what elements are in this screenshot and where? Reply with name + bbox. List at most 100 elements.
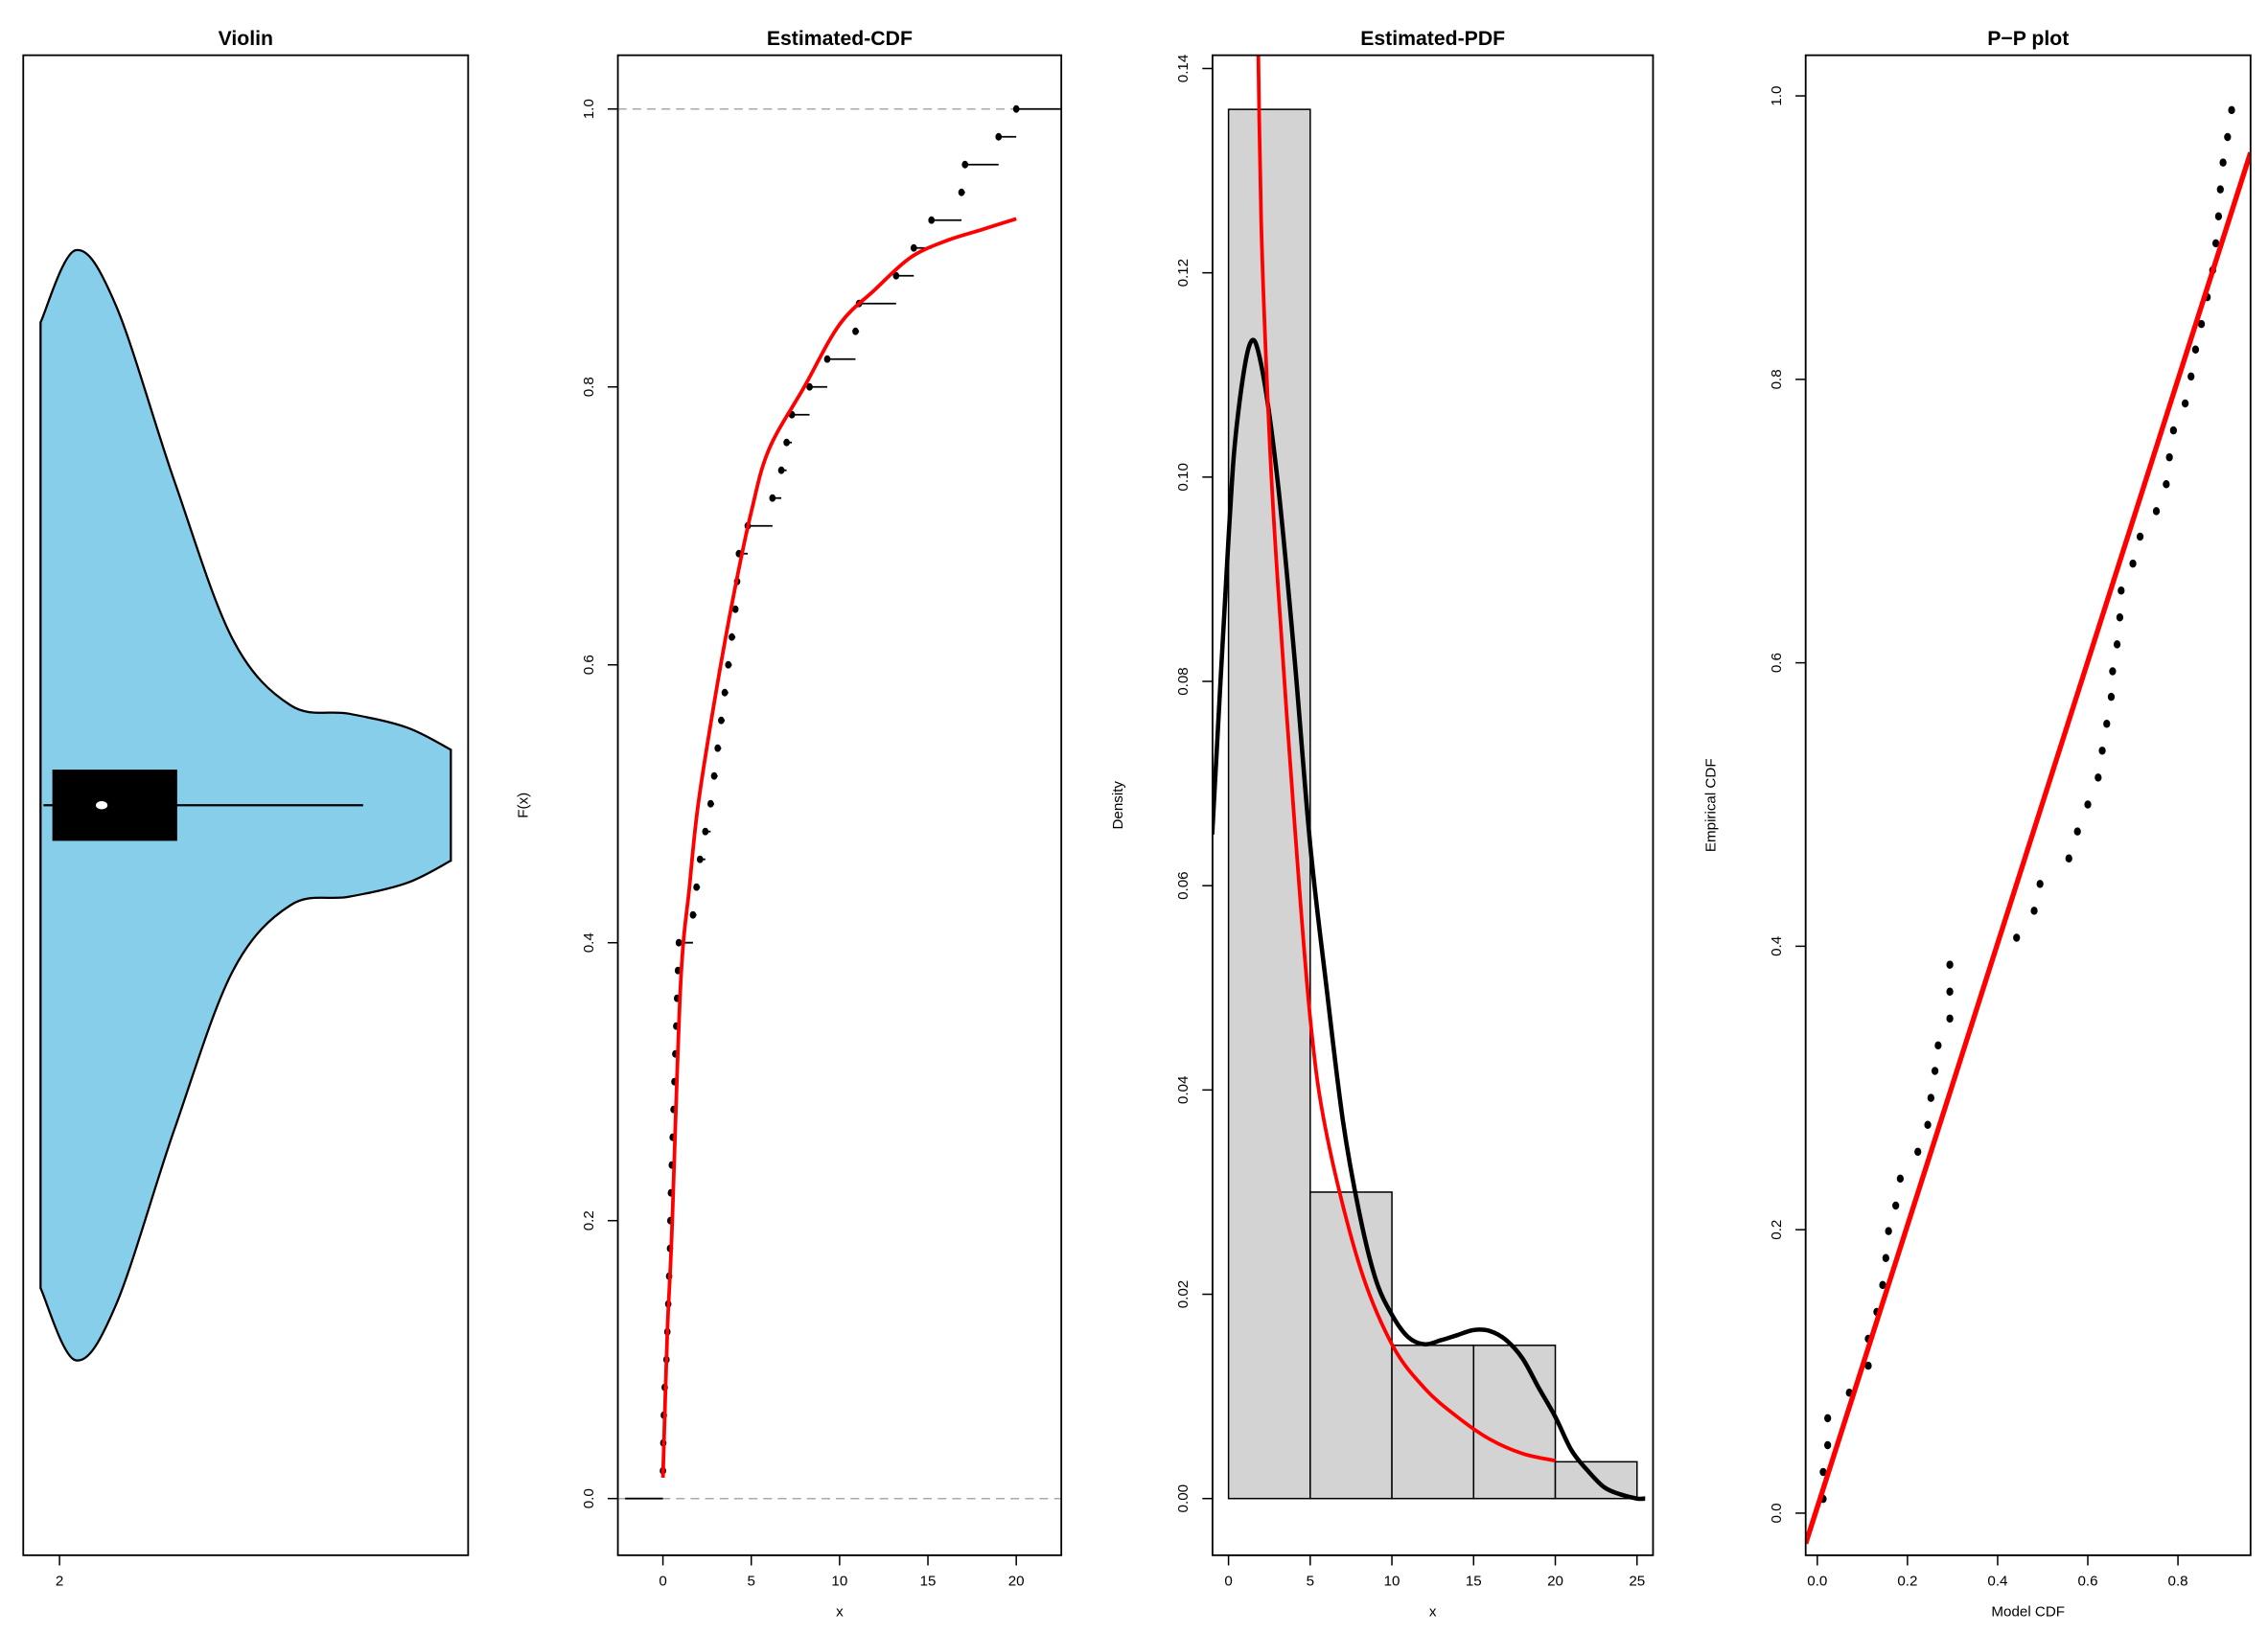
pp-point [2211, 239, 2220, 248]
pp-point [2118, 586, 2125, 595]
y-tick-label: 0.8 [581, 377, 597, 397]
y-axis-label: Density [1110, 781, 1126, 830]
plot-area [617, 104, 1062, 1500]
y-tick-label: 0.4 [581, 932, 597, 953]
ecdf-point [718, 716, 725, 724]
y-tick-label: 0.14 [1175, 55, 1192, 83]
y-tick-label: 0.8 [1769, 369, 1785, 389]
pp-point [2165, 452, 2173, 462]
x-tick-label: 10 [831, 1574, 847, 1590]
panel-frame [1211, 54, 1655, 1556]
fitted-pdf [1256, 55, 1556, 1463]
plot-area [1805, 105, 2251, 1545]
pp-point [1892, 1201, 1900, 1210]
ecdf-point [731, 605, 739, 613]
pp-point [1946, 960, 1954, 969]
x-tick-label: 0.0 [1807, 1574, 1827, 1590]
y-tick-label: 1.0 [581, 99, 597, 119]
y-tick-label: 0.10 [1175, 463, 1192, 492]
x-tick-label: 5 [748, 1574, 755, 1590]
pp-point [2169, 426, 2178, 435]
pp-point [2098, 747, 2106, 755]
y-tick-label: 0.0 [1769, 1503, 1785, 1523]
pp-point [2152, 507, 2161, 516]
pp-point [2197, 319, 2206, 329]
ecdf-point [707, 799, 714, 808]
pp-point [2094, 773, 2102, 782]
ecdf-point [714, 744, 722, 752]
ecdf-point [928, 216, 936, 224]
panel-title: Violin [219, 28, 273, 50]
ecdf-point [995, 132, 1003, 141]
ecdf-point [958, 188, 965, 196]
pp-point [1927, 1093, 1934, 1102]
panel-frame [1804, 54, 2252, 1556]
pp-point [2116, 613, 2124, 622]
ecdf-point [910, 243, 917, 252]
pp-point [2219, 158, 2227, 167]
pp-point [2187, 372, 2195, 381]
pp-point [1946, 987, 1954, 996]
pp-point [1924, 1120, 1932, 1129]
x-tick-label: 0.4 [1987, 1574, 2007, 1590]
pp-point [2013, 933, 2021, 942]
y-tick-label: 0.2 [1769, 1220, 1785, 1240]
x-tick-label: 0 [659, 1574, 666, 1590]
x-axis-label: Model CDF [1991, 1604, 2065, 1621]
panel: P−P plot 0.0 0.2 0.4 0.6 0.8 0.0 0.2 0.4 0.6 0.8 1.… [1703, 28, 2252, 1621]
pp-point [2113, 640, 2121, 649]
pp-point [2109, 667, 2117, 676]
pp-point [1864, 1361, 1872, 1370]
pp-point [1819, 1467, 1827, 1477]
x-tick-label: 0.2 [1897, 1574, 1917, 1590]
panel-title: Estimated-PDF [1360, 28, 1505, 50]
pp-point [1824, 1414, 1832, 1423]
y-tick-label: 1.0 [1769, 86, 1785, 106]
x-tick-label: 5 [1307, 1574, 1314, 1590]
ecdf-point [721, 688, 729, 697]
x-tick-label: 0 [1224, 1574, 1232, 1590]
x-tick-label: 20 [1547, 1574, 1563, 1590]
histogram-bar [1391, 1345, 1475, 1500]
pp-point [2136, 532, 2144, 541]
pp-point [1931, 1067, 1939, 1075]
ecdf-point [725, 660, 732, 669]
reference-line [1805, 151, 2251, 1545]
ecdf-point [696, 855, 704, 863]
panel-frame [22, 54, 470, 1556]
pp-point [2036, 880, 2044, 888]
y-tick-label: 0.4 [1769, 936, 1785, 956]
x-tick-label: 15 [1466, 1574, 1482, 1590]
fitted-cdf [660, 217, 1017, 1479]
x-axis-label: x [836, 1604, 844, 1621]
pp-point [1896, 1174, 1905, 1184]
ecdf-point [806, 382, 813, 391]
ecdf-point [769, 494, 776, 502]
x-tick-label: 25 [1629, 1574, 1645, 1590]
y-tick-label: 0.04 [1175, 1076, 1192, 1105]
x-tick-label: 15 [920, 1574, 937, 1590]
median [96, 800, 108, 810]
pp-point [2163, 480, 2170, 489]
x-tick-label: 10 [1384, 1574, 1400, 1590]
ecdf-point [689, 910, 697, 919]
y-tick-label: 0.06 [1175, 871, 1192, 900]
pp-point [2065, 854, 2072, 862]
y-tick-label: 0.00 [1175, 1484, 1192, 1513]
pp-point [1879, 1280, 1886, 1290]
y-tick-label: 0.0 [581, 1488, 597, 1508]
plot-area [1212, 55, 1646, 1502]
ecdf-point [823, 355, 831, 363]
pp-point [1934, 1041, 1942, 1050]
pp-point [2084, 800, 2092, 809]
pp-point [2214, 212, 2223, 221]
ecdf-point [961, 160, 969, 169]
x-axis-label: x [1429, 1604, 1437, 1621]
x-tick-label: 20 [1008, 1574, 1025, 1590]
y-tick-label: 0.12 [1175, 259, 1192, 288]
x-tick-label: 0.8 [2168, 1574, 2188, 1590]
panel: Estimated-CDF 0 5 10 15 20 0.0 0.2 0.4 0.6 0.8 1.0 x… [516, 28, 1063, 1621]
pp-point [2224, 132, 2232, 142]
